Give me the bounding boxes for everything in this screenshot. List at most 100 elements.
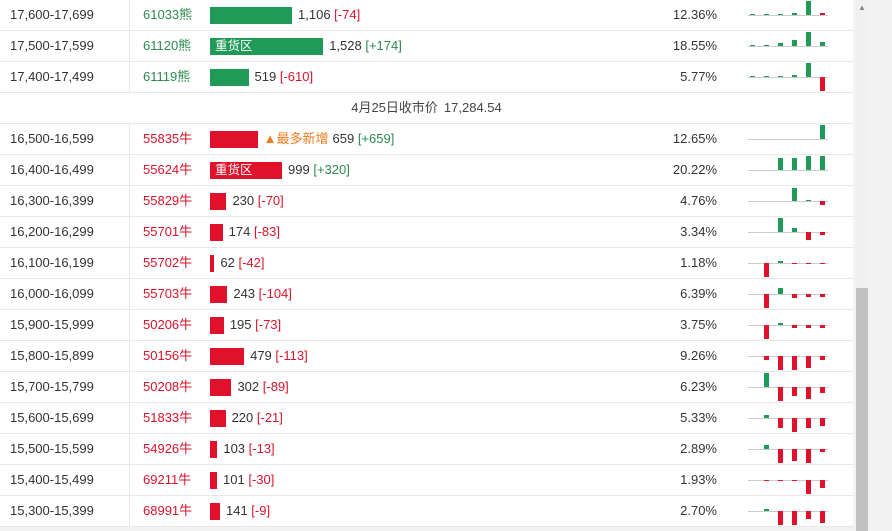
sparkline-bar — [792, 294, 797, 298]
sparkline — [748, 217, 828, 247]
quantity-number: 302 — [237, 379, 263, 394]
table-row[interactable]: 16,300-16,399 55829牛 230 [-70] 4.76% — [0, 186, 853, 217]
sparkline-bar — [820, 125, 825, 139]
cbbc-code-link[interactable]: 55624牛 — [143, 162, 193, 177]
sparkline-bar — [820, 201, 825, 205]
cbbc-code-link[interactable]: 55702牛 — [143, 255, 193, 270]
cbbc-code-link[interactable]: 55701牛 — [143, 224, 193, 239]
cbbc-code-link[interactable]: 50156牛 — [143, 348, 193, 363]
quantity-number: 195 — [229, 317, 256, 332]
table-row[interactable]: 16,200-16,299 55701牛 174 [-83] 3.34% — [0, 217, 853, 248]
quantity-change: [+320] — [313, 162, 350, 177]
sparkline-bar — [806, 232, 811, 240]
sparkline-bar — [806, 156, 811, 170]
cbbc-code-link[interactable]: 61120熊 — [143, 38, 192, 53]
sparkline — [748, 186, 828, 216]
sparkline-bar — [820, 77, 825, 91]
quantity-change: [-30] — [248, 472, 275, 487]
sparkline-baseline — [748, 325, 828, 326]
table-row[interactable]: 16,500-16,599 55835牛 ▲最多新增 659 [+659] 12.65% — [0, 124, 853, 155]
cbbc-code-link[interactable]: 55703牛 — [143, 286, 193, 301]
quantity-bar: 重货区 — [210, 38, 324, 55]
scrollbar-thumb[interactable] — [856, 288, 868, 531]
sparkline-bar — [820, 387, 825, 393]
table-row[interactable]: 17,400-17,499 61119熊 519 [-610] 5.77% — [0, 62, 853, 93]
sparkline-bar — [778, 511, 783, 525]
sparkline — [748, 434, 828, 464]
sparkline-bar — [778, 449, 783, 463]
sparkline-bar — [806, 387, 811, 399]
sparkline-bar — [764, 14, 769, 15]
percentage: 12.65% — [672, 131, 717, 146]
sparkline-bar — [764, 263, 769, 277]
column-divider — [129, 186, 130, 216]
sparkline — [748, 403, 828, 433]
price-range: 15,800-15,899 — [10, 348, 94, 363]
quantity-value: 195 [-73] — [230, 310, 281, 340]
sparkline-baseline — [748, 139, 828, 140]
column-divider — [129, 279, 130, 309]
quantity-number: 519 — [254, 69, 280, 84]
cbbc-code-link[interactable]: 69211牛 — [143, 472, 192, 487]
scroll-up-arrow-icon[interactable]: ▲ — [858, 3, 866, 12]
column-divider — [129, 434, 130, 464]
cbbc-code-link[interactable]: 61119熊 — [143, 69, 191, 84]
cbbc-code-link[interactable]: 55835牛 — [143, 131, 193, 146]
price-range: 17,400-17,499 — [10, 69, 94, 84]
sparkline-bar — [820, 480, 825, 488]
cbbc-code-link[interactable]: 50208牛 — [143, 379, 193, 394]
sparkline-bar — [778, 356, 783, 370]
table-row[interactable]: 15,400-15,499 69211牛 101 [-30] 1.93% — [0, 465, 853, 496]
sparkline-bar — [764, 445, 769, 449]
sparkline-bar — [806, 511, 811, 519]
table-row[interactable]: 17,600-17,699 61033熊 1,106 [-74] 12.36% — [0, 0, 853, 31]
sparkline — [748, 341, 828, 371]
sparkline-bar — [764, 294, 769, 308]
quantity-number: 659 — [332, 131, 358, 146]
table-row[interactable]: 16,100-16,199 55702牛 62 [-42] 1.18% — [0, 248, 853, 279]
table-row[interactable]: 15,700-15,799 50208牛 302 [-89] 6.23% — [0, 372, 853, 403]
quantity-change: [-70] — [257, 193, 284, 208]
price-range: 15,400-15,499 — [10, 472, 94, 487]
sparkline-bar — [820, 449, 825, 452]
sparkline-bar — [778, 76, 783, 77]
sparkline — [748, 372, 828, 402]
quantity-number: 101 — [223, 472, 249, 487]
table-row[interactable]: 15,500-15,599 54926牛 103 [-13] 2.89% — [0, 434, 853, 465]
table-row[interactable]: 16,400-16,499 55624牛 重货区 999 [+320] 20.22% — [0, 155, 853, 186]
table-row[interactable]: 17,500-17,599 61120熊 重货区 1,528 [+174] 18.55% — [0, 31, 853, 62]
table-row[interactable]: 15,600-15,699 51833牛 220 [-21] 5.33% — [0, 403, 853, 434]
table-row[interactable]: 15,800-15,899 50156牛 479 [-113] 9.26% — [0, 341, 853, 372]
cbbc-code-link[interactable]: 50206牛 — [143, 317, 193, 332]
quantity-value: 1,106 [-74] — [298, 0, 360, 30]
table-row[interactable]: 15,900-15,999 50206牛 195 [-73] 3.75% — [0, 310, 853, 341]
cbbc-code-link[interactable]: 61033熊 — [143, 7, 193, 22]
cbbc-code-link[interactable]: 51833牛 — [143, 410, 193, 425]
quantity-value: 220 [-21] — [232, 403, 283, 433]
quantity-bar — [210, 224, 223, 241]
closing-price-row: 4月25日收市价 17,284.54 — [0, 93, 853, 124]
sparkline — [748, 496, 828, 526]
sparkline-bar — [764, 325, 769, 339]
sparkline-baseline — [748, 449, 828, 450]
price-range: 15,900-15,999 — [10, 317, 94, 332]
quantity-change: [-104] — [258, 286, 292, 301]
sparkline-bar — [750, 14, 755, 15]
price-range: 15,500-15,599 — [10, 441, 94, 456]
table-row[interactable]: 15,300-15,399 68991牛 141 [-9] 2.70% — [0, 496, 853, 527]
price-range: 15,600-15,699 — [10, 410, 94, 425]
sparkline-bar — [806, 325, 811, 328]
table-row[interactable]: 16,000-16,099 55703牛 243 [-104] 6.39% — [0, 279, 853, 310]
sparkline-bar — [778, 480, 783, 481]
cbbc-code-link[interactable]: 54926牛 — [143, 441, 193, 456]
quantity-bar — [210, 193, 227, 210]
cbbc-code-link[interactable]: 68991牛 — [143, 503, 193, 518]
cbbc-code-link[interactable]: 55829牛 — [143, 193, 193, 208]
quantity-number: 243 — [233, 286, 259, 301]
sparkline-bar — [820, 325, 825, 328]
quantity-value: 62 [-42] — [220, 248, 264, 278]
sparkline-bar — [806, 1, 811, 15]
percentage: 20.22% — [672, 162, 717, 177]
sparkline-bar — [820, 42, 825, 46]
heavy-zone-label: 重货区 — [215, 39, 253, 53]
